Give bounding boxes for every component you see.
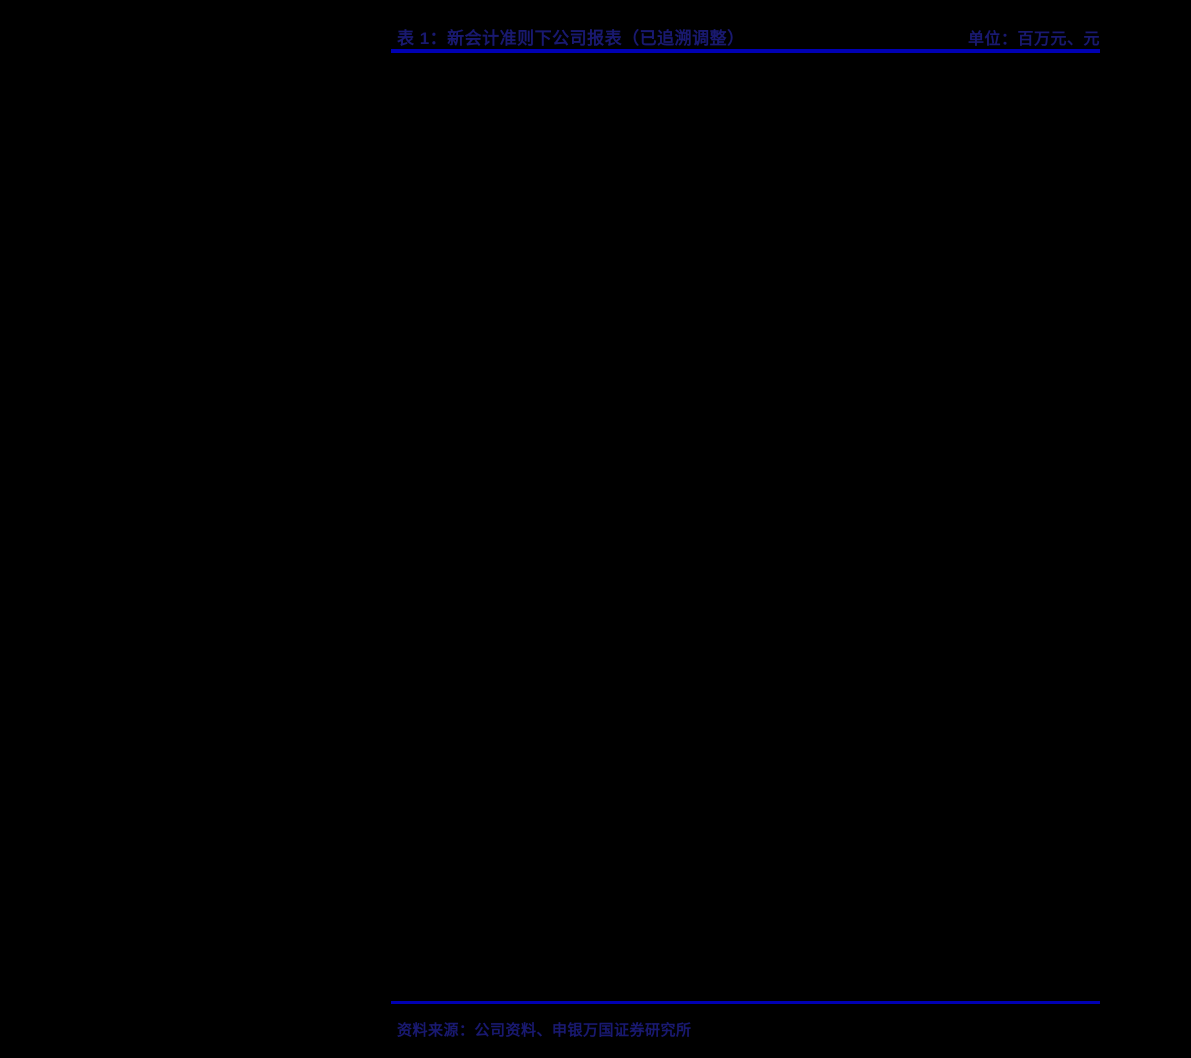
table-caption-row: 表 1：新会计准则下公司报表（已追溯调整） 单位：百万元、元	[391, 24, 1100, 49]
source-note: 资料来源：公司资料、申银万国证券研究所	[397, 1022, 692, 1039]
header-rule	[391, 49, 1100, 53]
table-caption: 表 1：新会计准则下公司报表（已追溯调整）	[397, 29, 745, 48]
footer-rule	[391, 1001, 1100, 1004]
unit-label: 单位：百万元、元	[967, 31, 1100, 48]
table-body-area	[391, 53, 1100, 1001]
